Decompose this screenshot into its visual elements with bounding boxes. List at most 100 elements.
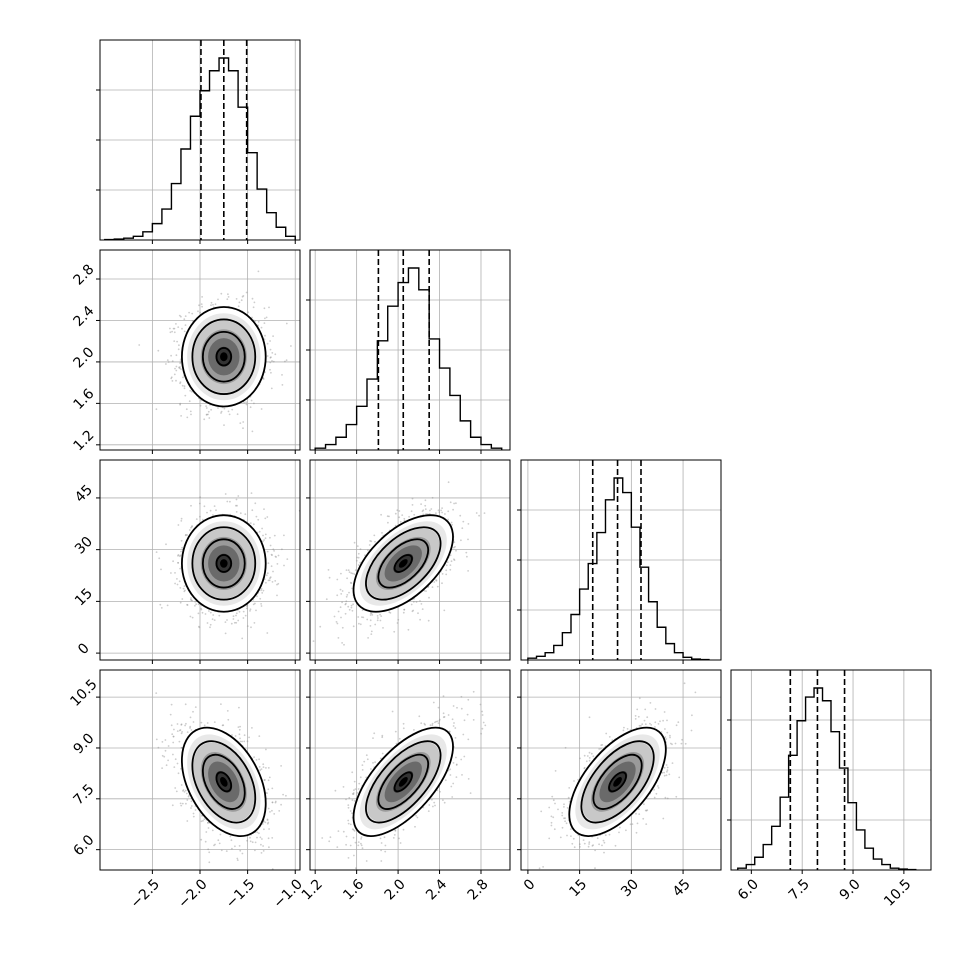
scatter-point bbox=[449, 501, 452, 504]
scatter-point bbox=[200, 303, 203, 305]
scatter-point bbox=[155, 692, 158, 694]
scatter-point bbox=[176, 730, 179, 732]
scatter-point bbox=[189, 389, 192, 392]
scatter-point bbox=[237, 726, 240, 728]
scatter-point bbox=[179, 555, 181, 558]
scatter-point bbox=[570, 835, 572, 837]
scatter-point bbox=[413, 729, 415, 731]
scatter-point bbox=[579, 757, 581, 760]
scatter-point bbox=[170, 354, 173, 357]
scatter-point bbox=[198, 625, 200, 628]
scatter-point bbox=[465, 551, 468, 554]
scatter-point bbox=[184, 534, 187, 537]
scatter-point bbox=[271, 801, 274, 804]
scatter-point bbox=[247, 311, 250, 314]
scatter-point bbox=[166, 604, 169, 607]
scatter-point bbox=[266, 550, 269, 553]
scatter-point bbox=[180, 550, 182, 553]
scatter-point bbox=[266, 792, 268, 794]
scatter-point bbox=[175, 379, 177, 382]
scatter-point bbox=[271, 360, 273, 362]
scatter-point bbox=[561, 812, 564, 814]
scatter-point bbox=[379, 619, 382, 622]
scatter-point bbox=[671, 743, 673, 746]
scatter-point bbox=[242, 610, 245, 613]
scatter-point bbox=[257, 518, 260, 521]
scatter-point bbox=[622, 729, 625, 732]
scatter-point bbox=[557, 808, 559, 811]
scatter-point bbox=[273, 550, 275, 552]
scatter-point bbox=[182, 587, 185, 590]
scatter-point bbox=[353, 800, 356, 802]
scatter-point bbox=[241, 740, 244, 743]
scatter-point bbox=[461, 774, 463, 776]
scatter-point bbox=[345, 595, 348, 598]
scatter-point bbox=[166, 359, 169, 361]
histogram-panel-1 bbox=[306, 249, 511, 454]
scatter-point bbox=[181, 731, 184, 733]
scatter-point bbox=[231, 847, 233, 850]
scatter-point bbox=[185, 722, 187, 725]
scatter-point bbox=[431, 724, 434, 726]
x-tick-label-col2-0: 0 bbox=[521, 876, 539, 894]
scatter-point bbox=[210, 301, 213, 304]
histogram-frame-1 bbox=[309, 249, 511, 451]
scatter-point bbox=[438, 719, 441, 722]
scatter-point bbox=[204, 613, 207, 615]
scatter-point bbox=[240, 299, 243, 302]
scatter-point bbox=[199, 311, 202, 314]
scatter-point bbox=[201, 518, 204, 521]
scatter-point bbox=[172, 735, 175, 738]
scatter-point bbox=[561, 814, 564, 817]
scatter-point bbox=[178, 740, 181, 743]
scatter-point bbox=[638, 813, 641, 815]
scatter-point bbox=[256, 836, 258, 839]
scatter-point bbox=[353, 854, 355, 857]
scatter-point bbox=[357, 844, 360, 847]
contour-level-2 bbox=[201, 330, 246, 383]
scatter-point bbox=[415, 601, 418, 603]
scatter-point bbox=[370, 612, 373, 615]
scatter-point bbox=[203, 724, 206, 727]
scatter-point bbox=[179, 381, 182, 383]
scatter-point bbox=[356, 556, 358, 559]
scatter-point bbox=[138, 344, 141, 346]
scatter-point bbox=[472, 719, 475, 721]
scatter-point bbox=[200, 608, 203, 611]
scatter-point bbox=[429, 509, 431, 512]
scatter-point bbox=[428, 596, 430, 599]
scatter-point bbox=[262, 540, 264, 543]
scatter-point bbox=[598, 748, 601, 750]
scatter-point bbox=[185, 534, 187, 536]
scatter-point bbox=[380, 513, 382, 516]
scatter-point bbox=[189, 727, 191, 729]
scatter-point bbox=[352, 792, 355, 794]
scatter-point bbox=[185, 408, 188, 411]
scatter-point bbox=[176, 578, 178, 580]
scatter-point bbox=[675, 724, 678, 727]
scatter-point bbox=[245, 401, 248, 404]
scatter-point bbox=[258, 735, 261, 737]
scatter-point bbox=[260, 852, 263, 854]
y-tick-label-row1-1: 1.6 bbox=[70, 386, 97, 413]
scatter-point bbox=[280, 765, 282, 767]
y-tick-label-row3-2: 9.0 bbox=[70, 730, 97, 757]
scatter-point bbox=[481, 727, 484, 730]
scatter-point bbox=[401, 514, 404, 516]
scatter-point bbox=[383, 836, 386, 839]
scatter-point bbox=[466, 555, 468, 558]
scatter-point bbox=[662, 719, 664, 722]
scatter-point bbox=[588, 843, 590, 845]
scatter-point bbox=[360, 836, 363, 838]
scatter-point bbox=[183, 318, 186, 321]
scatter-point bbox=[342, 830, 345, 833]
scatter-point bbox=[276, 594, 278, 597]
contour-level-0 bbox=[352, 726, 454, 838]
scatter-point bbox=[619, 826, 621, 829]
scatter-point bbox=[586, 755, 589, 757]
scatter-point bbox=[262, 763, 265, 766]
scatter-point bbox=[267, 562, 270, 565]
scatter-point bbox=[201, 815, 203, 817]
scatter-point bbox=[246, 625, 249, 627]
scatter-point bbox=[263, 779, 266, 782]
